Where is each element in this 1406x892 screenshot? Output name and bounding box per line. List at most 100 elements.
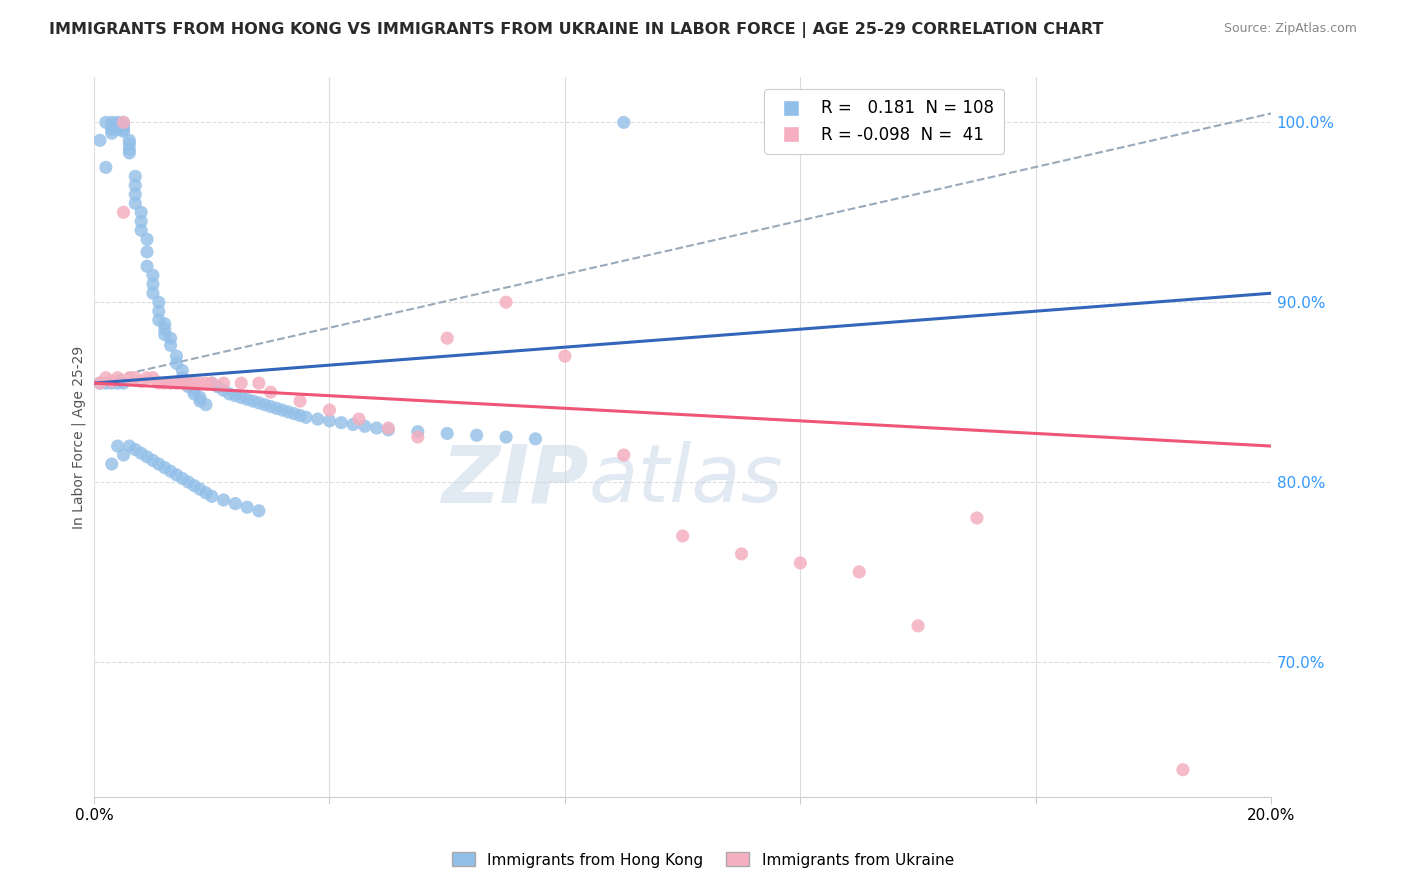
Point: [495, 295, 517, 310]
Point: [307, 412, 329, 426]
Point: [259, 385, 281, 400]
Point: [124, 442, 146, 457]
Point: [188, 394, 211, 409]
Point: [124, 178, 146, 193]
Point: [148, 313, 170, 327]
Point: [159, 331, 181, 345]
Point: [112, 115, 135, 129]
Point: [124, 196, 146, 211]
Point: [236, 392, 259, 407]
Point: [966, 511, 988, 525]
Point: [177, 374, 200, 388]
Point: [212, 384, 235, 398]
Point: [465, 428, 488, 442]
Point: [177, 376, 200, 391]
Point: [177, 475, 200, 489]
Point: [318, 414, 340, 428]
Point: [207, 380, 229, 394]
Point: [112, 376, 135, 391]
Point: [153, 327, 176, 342]
Point: [672, 529, 695, 543]
Point: [406, 425, 429, 439]
Point: [142, 277, 165, 292]
Point: [124, 370, 146, 384]
Point: [112, 124, 135, 138]
Point: [183, 376, 205, 391]
Point: [148, 304, 170, 318]
Point: [153, 460, 176, 475]
Point: [100, 126, 122, 140]
Point: [118, 136, 141, 151]
Legend: R =   0.181  N = 108, R = -0.098  N =  41: R = 0.181 N = 108, R = -0.098 N = 41: [765, 89, 1004, 153]
Point: [166, 349, 188, 363]
Point: [129, 214, 152, 228]
Text: atlas: atlas: [589, 442, 783, 519]
Point: [495, 430, 517, 444]
Point: [1171, 763, 1194, 777]
Point: [107, 122, 129, 136]
Point: [194, 376, 217, 391]
Point: [118, 142, 141, 156]
Point: [159, 464, 181, 478]
Point: [201, 376, 224, 391]
Point: [342, 417, 364, 432]
Point: [159, 338, 181, 352]
Point: [347, 412, 370, 426]
Point: [201, 376, 224, 391]
Point: [266, 401, 288, 416]
Point: [112, 119, 135, 133]
Point: [212, 493, 235, 508]
Point: [524, 432, 547, 446]
Point: [159, 376, 181, 391]
Point: [118, 439, 141, 453]
Point: [730, 547, 752, 561]
Point: [148, 376, 170, 391]
Point: [377, 421, 399, 435]
Point: [188, 391, 211, 405]
Point: [153, 376, 176, 391]
Point: [136, 370, 159, 384]
Point: [153, 317, 176, 331]
Point: [789, 556, 811, 570]
Point: [136, 450, 159, 464]
Point: [277, 405, 299, 419]
Point: [107, 115, 129, 129]
Point: [259, 400, 281, 414]
Point: [94, 161, 117, 175]
Point: [107, 370, 129, 384]
Point: [166, 356, 188, 370]
Point: [112, 205, 135, 219]
Point: [212, 376, 235, 391]
Point: [188, 482, 211, 496]
Y-axis label: In Labor Force | Age 25-29: In Labor Force | Age 25-29: [72, 345, 86, 529]
Point: [253, 398, 276, 412]
Point: [236, 500, 259, 515]
Point: [112, 122, 135, 136]
Point: [153, 322, 176, 336]
Point: [283, 407, 305, 421]
Point: [247, 396, 270, 410]
Point: [100, 457, 122, 471]
Point: [907, 619, 929, 633]
Point: [613, 448, 636, 462]
Point: [89, 376, 111, 391]
Point: [94, 370, 117, 384]
Text: Source: ZipAtlas.com: Source: ZipAtlas.com: [1223, 22, 1357, 36]
Point: [436, 426, 458, 441]
Point: [118, 145, 141, 160]
Point: [94, 376, 117, 391]
Point: [118, 133, 141, 147]
Point: [172, 363, 194, 377]
Point: [166, 376, 188, 391]
Legend: Immigrants from Hong Kong, Immigrants from Ukraine: Immigrants from Hong Kong, Immigrants fr…: [446, 847, 960, 873]
Point: [194, 485, 217, 500]
Point: [107, 376, 129, 391]
Point: [142, 286, 165, 301]
Point: [377, 423, 399, 437]
Point: [177, 380, 200, 394]
Point: [129, 446, 152, 460]
Point: [218, 387, 240, 401]
Point: [107, 439, 129, 453]
Point: [183, 387, 205, 401]
Point: [148, 295, 170, 310]
